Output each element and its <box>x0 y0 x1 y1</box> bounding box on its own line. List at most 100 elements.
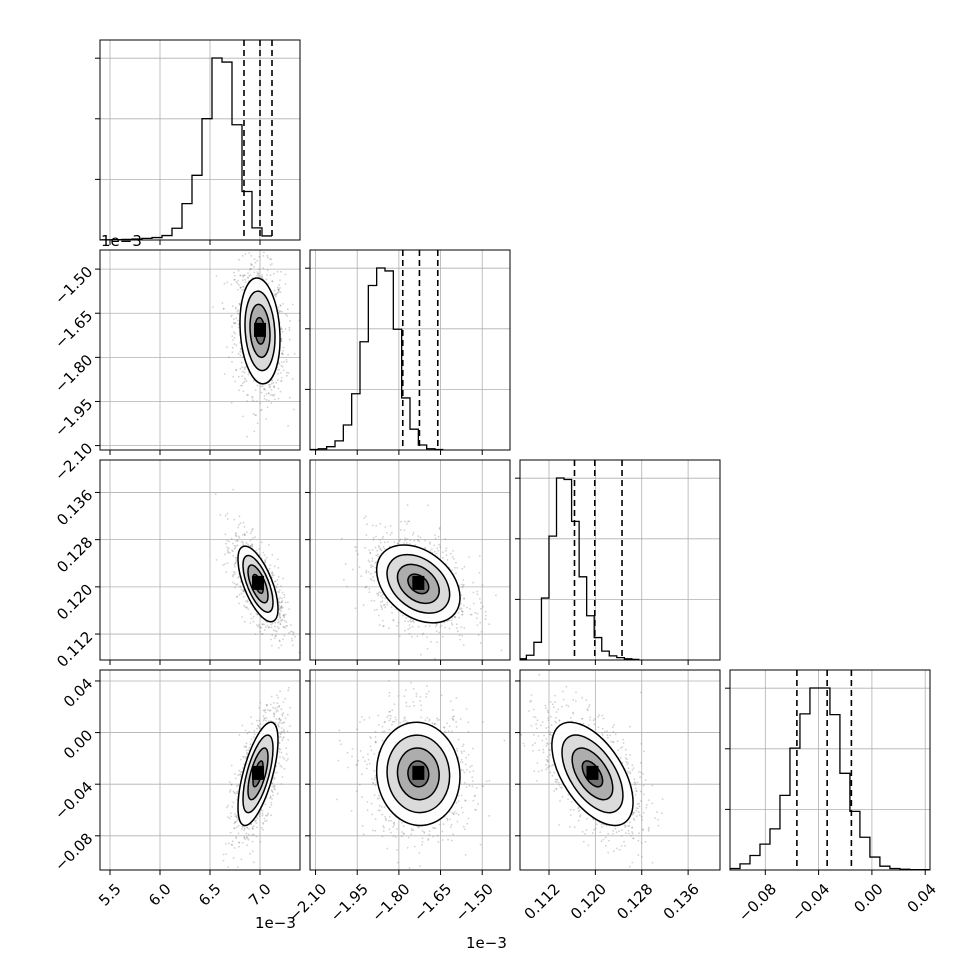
scatter-point <box>351 748 354 750</box>
scatter-point <box>448 619 451 622</box>
scatter-point <box>460 607 463 610</box>
panel-2-0 <box>95 459 301 667</box>
scatter-point <box>233 573 236 576</box>
scatter-point <box>243 526 246 528</box>
scatter-point <box>260 391 263 394</box>
scatter-point <box>441 557 444 559</box>
panel-content <box>100 460 300 667</box>
scatter-point <box>379 547 382 550</box>
scatter-point <box>226 512 229 515</box>
scatter-point <box>223 563 226 566</box>
scatter-point <box>244 274 246 277</box>
scatter-point <box>288 326 291 329</box>
scatter-point <box>426 647 429 650</box>
histogram-1 <box>310 267 444 450</box>
scatter-point <box>293 665 295 667</box>
scatter-point <box>469 770 471 773</box>
scatter-point <box>242 541 245 544</box>
scatter-point <box>238 389 241 392</box>
scatter-point <box>264 389 267 391</box>
scatter-point <box>270 789 273 792</box>
scatter-point <box>281 600 283 602</box>
scatter-point <box>278 742 281 744</box>
scatter-point <box>266 819 268 822</box>
scatter-point <box>284 613 287 616</box>
scatter-point <box>242 544 245 546</box>
scatter-point <box>259 626 262 628</box>
scatter-point <box>237 576 240 579</box>
scatter-point <box>484 618 487 621</box>
scatter-point <box>484 674 486 676</box>
scatter-point <box>252 620 255 623</box>
scatter-point <box>231 346 234 349</box>
scatter-point <box>445 547 448 550</box>
scatter-point <box>386 603 389 606</box>
scatter-point <box>378 624 381 626</box>
scatter-point <box>469 613 472 616</box>
scatter-point <box>365 534 368 536</box>
scatter-point <box>279 616 281 619</box>
scatter-point <box>279 287 281 289</box>
scatter-point <box>369 572 372 575</box>
scatter-point <box>247 276 249 279</box>
scatter-point <box>472 581 475 584</box>
scatter-point <box>456 567 459 569</box>
scatter-point <box>239 274 242 277</box>
scatter-point <box>242 825 245 828</box>
scatter-point <box>230 401 233 404</box>
scatter-point <box>266 269 269 271</box>
scatter-point <box>273 777 276 779</box>
scatter-point <box>241 534 244 536</box>
scatter-point <box>280 619 283 621</box>
scatter-point <box>232 801 235 804</box>
scatter-point <box>242 390 245 393</box>
scatter-point <box>265 399 268 401</box>
scatter-point <box>233 318 235 321</box>
scatter-point <box>270 258 273 261</box>
scatter-point <box>424 539 426 542</box>
scatter-point <box>262 551 265 554</box>
scatter-point <box>289 706 291 709</box>
scatter-point <box>418 540 420 543</box>
scatter-point <box>240 858 243 861</box>
scatter-point <box>413 539 416 542</box>
scatter-point <box>278 718 281 721</box>
scatter-point <box>433 550 436 553</box>
scatter-point <box>239 522 242 525</box>
scatter-point <box>231 575 234 578</box>
scatter-point <box>392 619 395 622</box>
scatter-point <box>382 830 385 832</box>
scatter-point <box>378 614 380 617</box>
scatter-point <box>278 612 281 615</box>
scatter-point <box>277 598 280 600</box>
scatter-point <box>240 361 243 364</box>
scatter-point <box>282 638 284 641</box>
scatter-point <box>268 567 271 570</box>
scatter-point <box>238 841 241 844</box>
scatter-point <box>266 274 268 276</box>
panel-frame <box>99 669 301 871</box>
scatter-point <box>461 745 464 748</box>
scatter-point <box>482 605 484 608</box>
scatter-point <box>460 750 463 753</box>
scatter-point <box>288 338 291 341</box>
scatter-point <box>282 577 284 580</box>
scatter-point <box>282 614 285 616</box>
scatter-point <box>463 604 465 607</box>
scatter-point <box>426 685 428 688</box>
scatter-point <box>280 376 283 379</box>
scatter-point <box>241 616 244 618</box>
scatter-point <box>458 616 461 619</box>
scatter-point <box>264 561 266 564</box>
scatter-point <box>283 593 286 596</box>
scatter-point <box>253 825 255 827</box>
scatter-point <box>256 422 259 425</box>
scatter-point <box>457 800 460 802</box>
scatter-point <box>411 534 414 536</box>
scatter-point <box>284 328 287 330</box>
scatter-point <box>256 724 259 727</box>
scatter-point <box>244 368 246 370</box>
scatter-point <box>396 861 399 864</box>
scatter-point <box>238 845 240 848</box>
